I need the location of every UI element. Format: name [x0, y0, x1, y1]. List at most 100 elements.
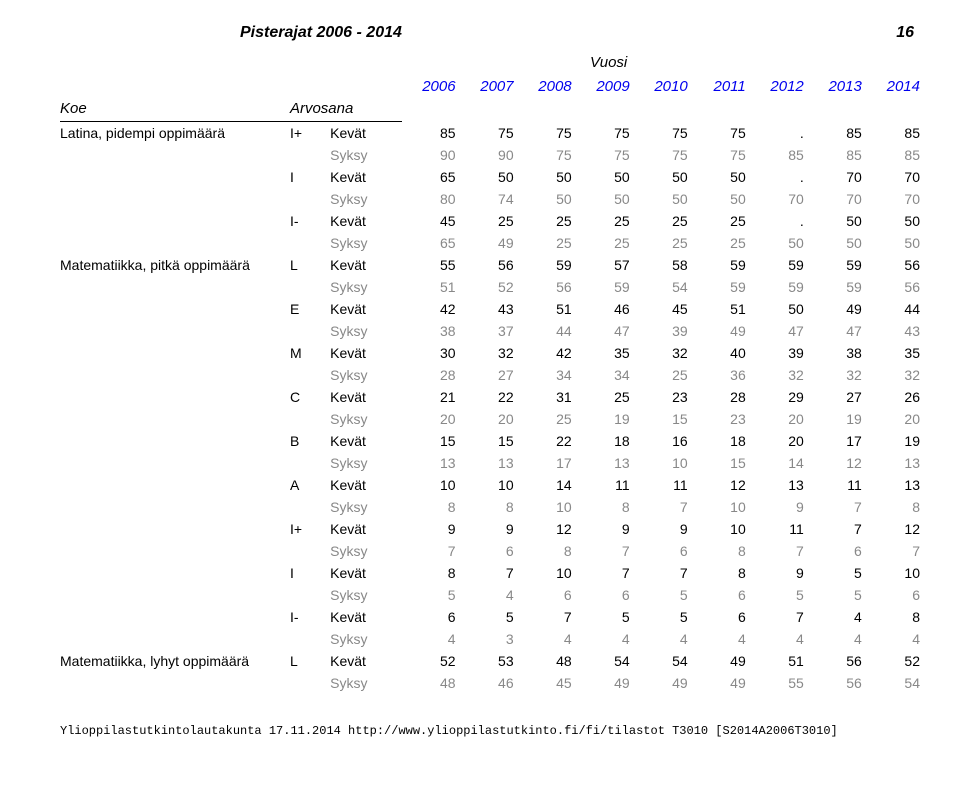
value-cell: 19 [866, 430, 924, 452]
value-cell: 23 [692, 408, 750, 430]
table-row: Syksy515256595459595956 [60, 276, 924, 298]
value-cell: 11 [750, 518, 808, 540]
value-cell: 6 [402, 606, 460, 628]
session-cell: Kevät [330, 430, 401, 452]
value-cell: 51 [518, 298, 576, 320]
value-cell: 30 [402, 342, 460, 364]
arvosana-cell: I [290, 562, 330, 584]
value-cell: 50 [576, 166, 634, 188]
value-cell: 50 [518, 188, 576, 210]
value-cell: 4 [518, 628, 576, 650]
year-2014: 2014 [866, 75, 924, 98]
session-cell: Syksy [330, 540, 401, 562]
value-cell: 8 [518, 540, 576, 562]
value-cell: 75 [634, 122, 692, 145]
arvosana-cell [290, 584, 330, 606]
value-cell: 50 [692, 188, 750, 210]
session-cell: Syksy [330, 144, 401, 166]
value-cell: 44 [866, 298, 924, 320]
table-row: Syksy434444444 [60, 628, 924, 650]
value-cell: 35 [576, 342, 634, 364]
session-cell: Kevät [330, 298, 401, 320]
koe-cell [60, 320, 290, 342]
value-cell: 75 [692, 144, 750, 166]
value-cell: 43 [460, 298, 518, 320]
value-cell: 48 [518, 650, 576, 672]
koe-cell [60, 540, 290, 562]
arvosana-cell [290, 672, 330, 694]
value-cell: 15 [692, 452, 750, 474]
value-cell: 22 [460, 386, 518, 408]
value-cell: 7 [808, 496, 866, 518]
value-cell: 8 [402, 496, 460, 518]
value-cell: 50 [750, 232, 808, 254]
value-cell: 6 [692, 584, 750, 606]
value-cell: 70 [866, 188, 924, 210]
value-cell: 6 [576, 584, 634, 606]
table-row: Syksy484645494949555654 [60, 672, 924, 694]
arvosana-cell: I [290, 166, 330, 188]
value-cell: 45 [402, 210, 460, 232]
value-cell: 50 [866, 232, 924, 254]
value-cell: 10 [460, 474, 518, 496]
value-cell: 5 [634, 606, 692, 628]
value-cell: 85 [402, 122, 460, 145]
koe-cell [60, 584, 290, 606]
value-cell: 85 [866, 122, 924, 145]
table-row: IKevät87107789510 [60, 562, 924, 584]
value-cell: 20 [750, 408, 808, 430]
value-cell: 25 [634, 210, 692, 232]
value-cell: 7 [866, 540, 924, 562]
session-cell: Syksy [330, 188, 401, 210]
session-cell: Kevät [330, 210, 401, 232]
table-row: EKevät424351464551504944 [60, 298, 924, 320]
value-cell: 75 [576, 122, 634, 145]
value-cell: 10 [866, 562, 924, 584]
arvosana-cell: C [290, 386, 330, 408]
value-cell: 56 [518, 276, 576, 298]
value-cell: 65 [402, 166, 460, 188]
koe-cell [60, 210, 290, 232]
table-row: Syksy546656556 [60, 584, 924, 606]
footer-text: Ylioppilastutkintolautakunta 17.11.2014 … [60, 724, 924, 738]
value-cell: 10 [634, 452, 692, 474]
value-cell: 25 [634, 232, 692, 254]
value-cell: 48 [402, 672, 460, 694]
value-cell: 13 [866, 474, 924, 496]
table-row: AKevät101014111112131113 [60, 474, 924, 496]
value-cell: 12 [808, 452, 866, 474]
value-cell: 56 [808, 672, 866, 694]
value-cell: 50 [866, 210, 924, 232]
table-row: Matematiikka, lyhyt oppimääräLKevät52534… [60, 650, 924, 672]
arvosana-cell: I- [290, 606, 330, 628]
value-cell: 49 [576, 672, 634, 694]
value-cell: 7 [576, 562, 634, 584]
year-2006: 2006 [402, 75, 460, 98]
koe-cell [60, 628, 290, 650]
table-row: Syksy383744473949474743 [60, 320, 924, 342]
value-cell: 37 [460, 320, 518, 342]
value-cell: 5 [402, 584, 460, 606]
arvosana-cell [290, 364, 330, 386]
value-cell: 11 [576, 474, 634, 496]
session-cell: Kevät [330, 342, 401, 364]
value-cell: 5 [750, 584, 808, 606]
value-cell: 4 [460, 584, 518, 606]
value-cell: 32 [750, 364, 808, 386]
value-cell: 56 [866, 276, 924, 298]
value-cell: 17 [518, 452, 576, 474]
value-cell: 7 [576, 540, 634, 562]
value-cell: 54 [866, 672, 924, 694]
value-cell: 51 [692, 298, 750, 320]
value-cell: 9 [576, 518, 634, 540]
arvosana-cell: I+ [290, 122, 330, 145]
session-cell: Syksy [330, 232, 401, 254]
session-cell: Syksy [330, 320, 401, 342]
value-cell: 51 [750, 650, 808, 672]
koe-cell [60, 364, 290, 386]
arvosana-cell [290, 276, 330, 298]
value-cell: 5 [808, 562, 866, 584]
value-cell: 90 [460, 144, 518, 166]
value-cell: 5 [460, 606, 518, 628]
value-cell: 70 [808, 166, 866, 188]
